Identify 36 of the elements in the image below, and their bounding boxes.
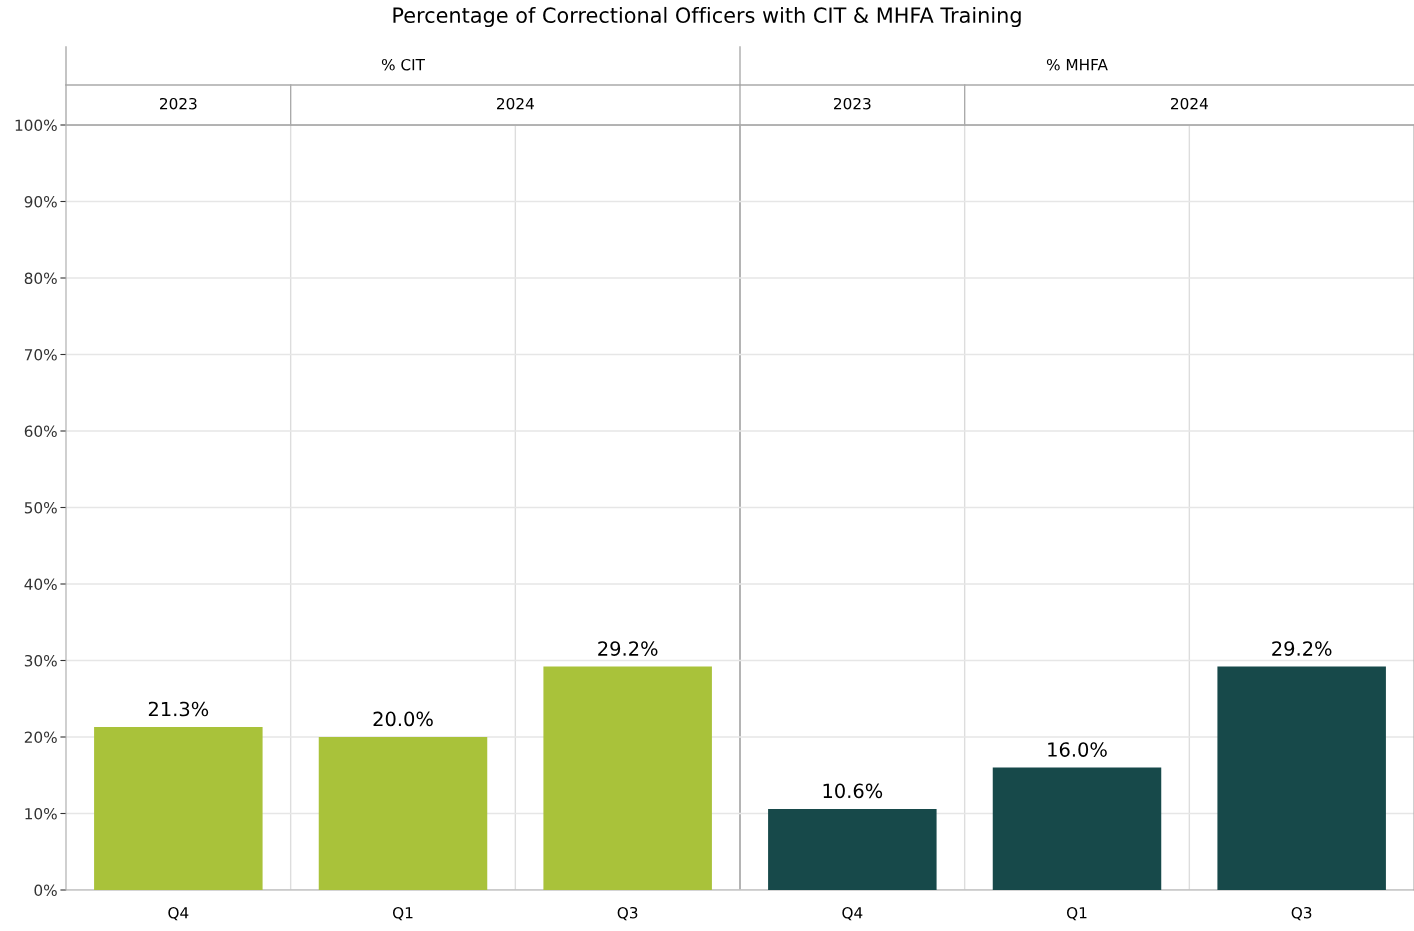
x-tick-label: Q4: [168, 906, 189, 921]
text: % MHFA: [1046, 58, 1108, 71]
x-tick-label: Q3: [617, 906, 638, 921]
data-label: 21.3%: [148, 701, 209, 717]
text: 2024: [1171, 97, 1208, 110]
bar: [543, 666, 712, 890]
text: 2023: [834, 97, 871, 110]
data-label: 10.6%: [823, 783, 883, 799]
y-tick-label: 100%: [15, 119, 57, 132]
data-label: 20.0%: [373, 711, 433, 727]
y-tick-label: 0%: [34, 884, 57, 897]
bar: [768, 808, 937, 890]
text: 2023: [160, 97, 197, 110]
y-tick-label: 70%: [24, 348, 57, 361]
y-tick-label: 20%: [24, 731, 57, 744]
data-label: 29.2%: [1272, 641, 1332, 656]
y-tick-label: 30%: [24, 654, 57, 667]
y-tick-label: 80%: [24, 272, 57, 285]
text: 2024: [497, 97, 534, 110]
y-tick-label: 90%: [24, 195, 57, 208]
text: % CIT: [381, 58, 425, 71]
bar: [94, 727, 263, 890]
y-tick-label: 40%: [24, 578, 57, 591]
y-tick-label: 60%: [24, 425, 57, 438]
x-tick-label: Q3: [1291, 906, 1312, 921]
bar: [1217, 666, 1386, 890]
data-label: 16.0%: [1048, 742, 1107, 757]
x-tick-label: Q1: [392, 906, 413, 921]
bar: [318, 737, 488, 890]
y-tick-label: 50%: [24, 501, 57, 514]
y-tick-label: 10%: [25, 807, 57, 820]
x-tick-label: Q4: [842, 906, 863, 921]
x-tick-label: Q1: [1066, 906, 1087, 921]
bar: [992, 767, 1162, 890]
data-label: 29.2%: [598, 641, 658, 656]
chart-title: Percentage of Correctional Officers with CIT & MHFA Training: [393, 6, 1021, 28]
